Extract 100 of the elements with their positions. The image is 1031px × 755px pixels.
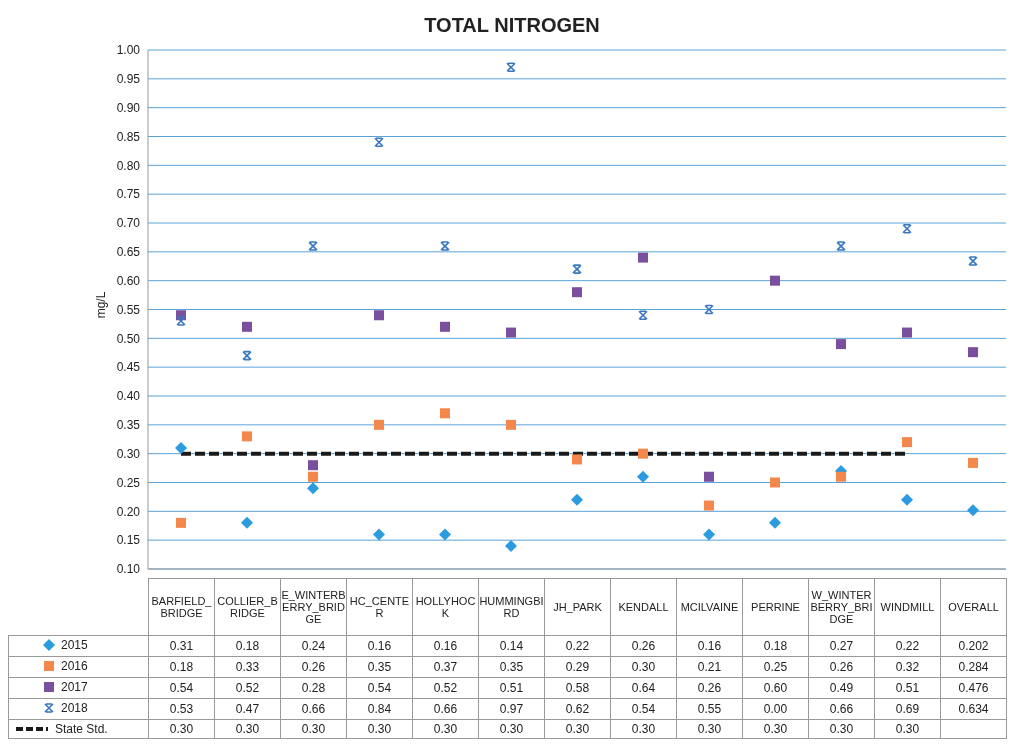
point [242, 431, 252, 442]
point [505, 539, 517, 552]
y-tick-label: 0.95 [116, 72, 141, 87]
y-tick-label: 0.25 [116, 475, 141, 490]
data-label: 0.54 [610, 698, 677, 720]
data-label: 0.54 [148, 677, 215, 699]
x-tick-label: W_WINTERBERRY_BRIDGE [808, 578, 875, 636]
data-label: 0.55 [676, 698, 743, 720]
data-label: 0.35 [346, 656, 413, 678]
point [308, 241, 318, 251]
point [836, 471, 846, 482]
legend-label: 2015 [61, 638, 88, 652]
y-tick-label: 0.75 [116, 187, 141, 202]
legend-label: 2018 [61, 701, 88, 715]
x-tick-label: HOLLYHOCK [412, 578, 479, 636]
point [902, 223, 912, 234]
point [572, 287, 582, 298]
y-tick-label: 0.15 [116, 533, 141, 548]
point [572, 264, 582, 274]
data-label: 0.30 [346, 719, 413, 739]
point [506, 327, 516, 338]
x-tick-label: COLLIER_BRIDGE [214, 578, 281, 636]
data-label: 0.84 [346, 698, 413, 720]
data-label: 0.22 [874, 635, 941, 657]
data-label: 0.32 [874, 656, 941, 678]
point [373, 528, 385, 541]
data-label: 0.18 [148, 656, 215, 678]
x-tick-label: OVERALL [940, 578, 1007, 636]
data-label: 0.28 [280, 677, 347, 699]
data-label: 0.30 [676, 719, 743, 739]
y-tick-label: 0.60 [116, 273, 141, 288]
data-label: 0.30 [280, 719, 347, 739]
data-label: 0.30 [874, 719, 941, 739]
data-label: 0.52 [214, 677, 281, 699]
x-tick-label: MCILVAINE [676, 578, 743, 636]
data-label: 0.60 [742, 677, 809, 699]
data-label: 0.16 [346, 635, 413, 657]
point [968, 256, 978, 266]
data-label: 0.54 [346, 677, 413, 699]
data-label: 0.26 [808, 656, 875, 678]
point [440, 321, 450, 332]
data-label: 0.30 [610, 656, 677, 678]
data-label: 0.64 [610, 677, 677, 699]
point [374, 419, 384, 430]
point [638, 310, 648, 321]
x-tick-label: PERRINE [742, 578, 809, 636]
data-label: 0.51 [874, 677, 941, 699]
data-label: 0.66 [412, 698, 479, 720]
data-label: 0.25 [742, 656, 809, 678]
point [308, 471, 318, 482]
data-label: 0.24 [280, 635, 347, 657]
point [836, 339, 846, 350]
data-label: 0.66 [808, 698, 875, 720]
data-label: 0.284 [940, 656, 1007, 678]
point [176, 517, 186, 528]
point [506, 419, 516, 430]
point [770, 477, 780, 488]
data-label: 0.47 [214, 698, 281, 720]
data-label: 0.69 [874, 698, 941, 720]
legend-label: 2017 [61, 680, 88, 694]
x-tick-label: E_WINTERBERRY_BRIDGE [280, 578, 347, 636]
point [440, 241, 450, 251]
x-tick-label: HC_CENTER [346, 578, 413, 636]
point [704, 500, 714, 511]
y-tick-label: 0.20 [116, 504, 141, 519]
x-tick-label: KENDALL [610, 578, 677, 636]
y-tick-label: 0.55 [116, 302, 141, 317]
y-tick-label: 0.65 [116, 245, 141, 260]
point [703, 528, 715, 541]
data-label: 0.26 [280, 656, 347, 678]
x-tick-label: HUMMINGBIRD [478, 578, 545, 636]
data-label: 0.62 [544, 698, 611, 720]
data-label: 0.18 [214, 635, 281, 657]
y-tick-label: 0.45 [116, 360, 141, 375]
chart-title: TOTAL NITROGEN [423, 13, 601, 38]
data-label: 0.14 [478, 635, 545, 657]
point [704, 471, 714, 482]
y-tick-label: 1.00 [116, 43, 141, 58]
point [968, 457, 978, 468]
y-axis-title: mg/L [94, 291, 109, 319]
data-label: 0.53 [148, 698, 215, 720]
point [374, 310, 384, 321]
y-tick-label: 0.80 [116, 158, 141, 173]
legend-label: State Std. [55, 722, 108, 736]
point [769, 516, 781, 529]
point [175, 441, 187, 454]
data-label: 0.29 [544, 656, 611, 678]
data-label: 0.26 [676, 677, 743, 699]
data-label: 0.634 [940, 698, 1007, 720]
data-label: 0.52 [412, 677, 479, 699]
y-tick-label: 0.50 [116, 331, 141, 346]
point [770, 275, 780, 286]
data-label: 0.51 [478, 677, 545, 699]
x-tick-label: WINDMILL [874, 578, 941, 636]
data-label: 0.26 [610, 635, 677, 657]
data-label: 0.37 [412, 656, 479, 678]
x-tick-label: BARFIELD_BRIDGE [148, 578, 215, 636]
data-label: 0.30 [478, 719, 545, 739]
data-label: 0.58 [544, 677, 611, 699]
y-tick-label: 0.70 [116, 216, 141, 231]
